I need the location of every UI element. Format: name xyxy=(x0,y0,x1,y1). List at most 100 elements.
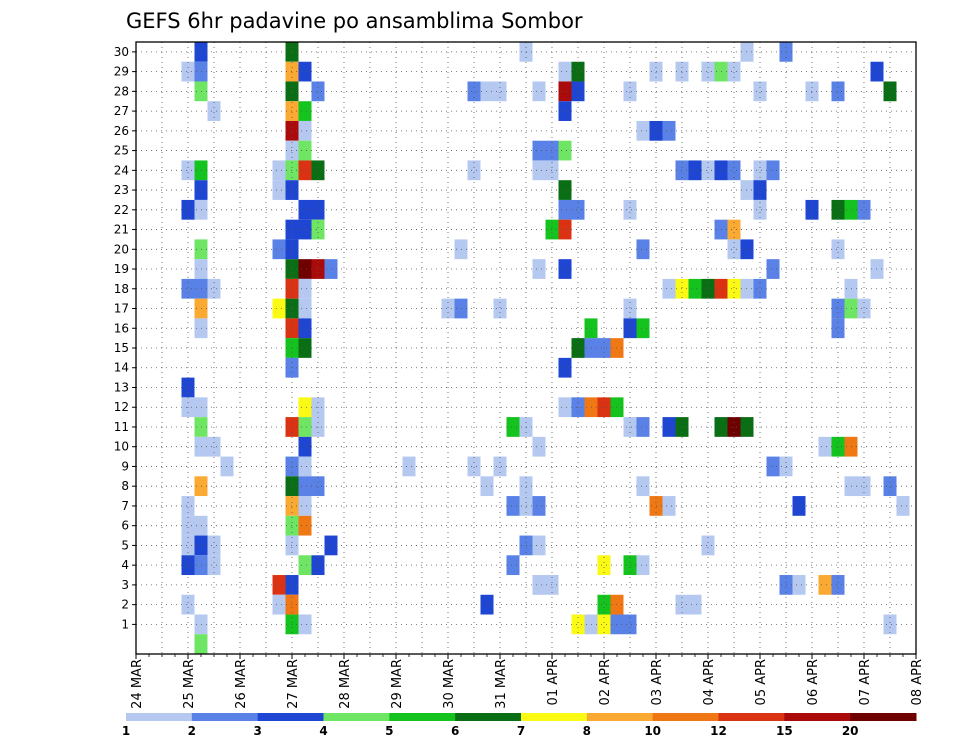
y-tick-label: 28 xyxy=(114,84,129,98)
heatmap-cell xyxy=(623,81,637,102)
colorbar-label: 12 xyxy=(710,724,727,738)
x-tick-label: 03 APR xyxy=(650,659,665,705)
x-tick-label: 27 MAR xyxy=(286,659,301,709)
heatmap-cell xyxy=(662,417,676,437)
heatmap-cell xyxy=(298,614,312,635)
y-tick-label: 26 xyxy=(114,124,129,138)
y-tick-label: 12 xyxy=(114,400,129,414)
heatmap-cell xyxy=(831,575,845,595)
y-tick-label: 13 xyxy=(114,380,129,394)
y-tick-label: 4 xyxy=(121,558,129,572)
colorbar-swatch xyxy=(455,713,522,721)
y-tick-label: 5 xyxy=(121,538,129,552)
heatmap-cell xyxy=(636,120,650,141)
heatmap-cell xyxy=(831,298,845,319)
y-tick-label: 3 xyxy=(121,578,129,592)
colorbar-label: 3 xyxy=(253,724,261,738)
heatmap-cell xyxy=(558,81,572,102)
heatmap-cells xyxy=(181,42,910,654)
heatmap-cell xyxy=(207,278,221,299)
heatmap-cell xyxy=(311,555,325,576)
y-tick-label: 6 xyxy=(121,519,129,533)
heatmap-cell xyxy=(597,614,611,635)
colorbar-swatch xyxy=(586,713,654,721)
heatmap-cell xyxy=(818,575,832,595)
heatmap-cell xyxy=(506,496,520,516)
heatmap-cell xyxy=(597,594,611,615)
heatmap-cell xyxy=(532,259,546,279)
heatmap-cell xyxy=(623,614,637,635)
heatmap-cell xyxy=(467,81,481,102)
heatmap-cell xyxy=(207,555,221,576)
colorbar-legend: 1 2 3 4 5 6 7 8 10 12 15 20 xyxy=(122,713,917,738)
heatmap-cell xyxy=(727,219,741,240)
heatmap-cell xyxy=(636,476,650,497)
heatmap-cell xyxy=(298,417,312,437)
colorbar-swatch xyxy=(718,713,785,721)
colorbar-swatch xyxy=(323,713,390,721)
heatmap-cell xyxy=(831,199,845,220)
heatmap-cell xyxy=(701,61,715,82)
heatmap-cell xyxy=(701,160,715,181)
heatmap-cell xyxy=(272,298,286,319)
heatmap-cell xyxy=(298,318,312,339)
y-tick-label: 18 xyxy=(114,282,129,296)
heatmap-cell xyxy=(636,555,650,576)
heatmap-cell xyxy=(298,436,312,457)
heatmap-cell xyxy=(272,180,286,200)
x-tick-label: 24 MAR xyxy=(130,659,145,709)
heatmap-cell xyxy=(831,81,845,102)
y-tick-label: 17 xyxy=(114,302,129,316)
heatmap-cell xyxy=(701,278,715,299)
heatmap-cell xyxy=(753,81,767,102)
heatmap-cell xyxy=(883,476,897,497)
x-tick-label: 04 APR xyxy=(702,659,717,705)
heatmap-cell xyxy=(571,614,585,635)
heatmap-cell xyxy=(298,298,312,319)
heatmap-cell xyxy=(818,436,832,457)
heatmap-cell xyxy=(532,535,546,556)
colorbar-label: 5 xyxy=(385,724,393,738)
heatmap-cell xyxy=(298,456,312,477)
heatmap-cell xyxy=(688,594,702,615)
heatmap-cell xyxy=(532,436,546,457)
colorbar-label: 6 xyxy=(451,724,459,738)
heatmap-cell xyxy=(467,456,481,477)
heatmap-cell xyxy=(636,318,650,339)
heatmap-cell xyxy=(571,81,585,102)
x-tick-label: 30 MAR xyxy=(442,659,457,709)
heatmap-cell xyxy=(506,555,520,576)
x-tick-label: 25 MAR xyxy=(182,659,197,709)
heatmap-cell xyxy=(272,160,286,181)
heatmap-cell xyxy=(181,515,195,536)
heatmap-cell xyxy=(298,397,312,418)
heatmap-cell xyxy=(571,61,585,82)
y-tick-label: 22 xyxy=(114,203,129,217)
heatmap-cell xyxy=(272,239,286,260)
heatmap-cell xyxy=(298,476,312,497)
heatmap-cell xyxy=(298,140,312,161)
heatmap-cell xyxy=(181,594,195,615)
heatmap-cell xyxy=(831,436,845,457)
colorbar-label: 15 xyxy=(776,724,793,738)
heatmap-cell xyxy=(493,456,507,477)
colorbar-label: 8 xyxy=(583,724,591,738)
heatmap-cell xyxy=(688,278,702,299)
y-tick-label: 16 xyxy=(114,321,129,335)
heatmap-cell xyxy=(532,160,546,181)
heatmap-cell xyxy=(298,338,312,358)
x-axis: 24 MAR 25 MAR 26 MAR 27 MAR 28 MAR 29 MAR 30 M… xyxy=(130,654,925,709)
heatmap-cell xyxy=(558,397,572,418)
heatmap-cell xyxy=(207,101,221,121)
heatmap-cell xyxy=(597,555,611,576)
x-tick-label: 26 MAR xyxy=(234,659,249,709)
heatmap-cell xyxy=(181,199,195,220)
heatmap-cell xyxy=(727,278,741,299)
heatmap-cell xyxy=(727,239,741,260)
x-tick-label: 01 APR xyxy=(546,659,561,705)
x-tick-label: 31 MAR xyxy=(494,659,509,709)
colorbar-label: 7 xyxy=(517,724,525,738)
x-tick-label: 29 MAR xyxy=(390,659,405,709)
heatmap-cell xyxy=(623,555,637,576)
heatmap-cell xyxy=(753,199,767,220)
